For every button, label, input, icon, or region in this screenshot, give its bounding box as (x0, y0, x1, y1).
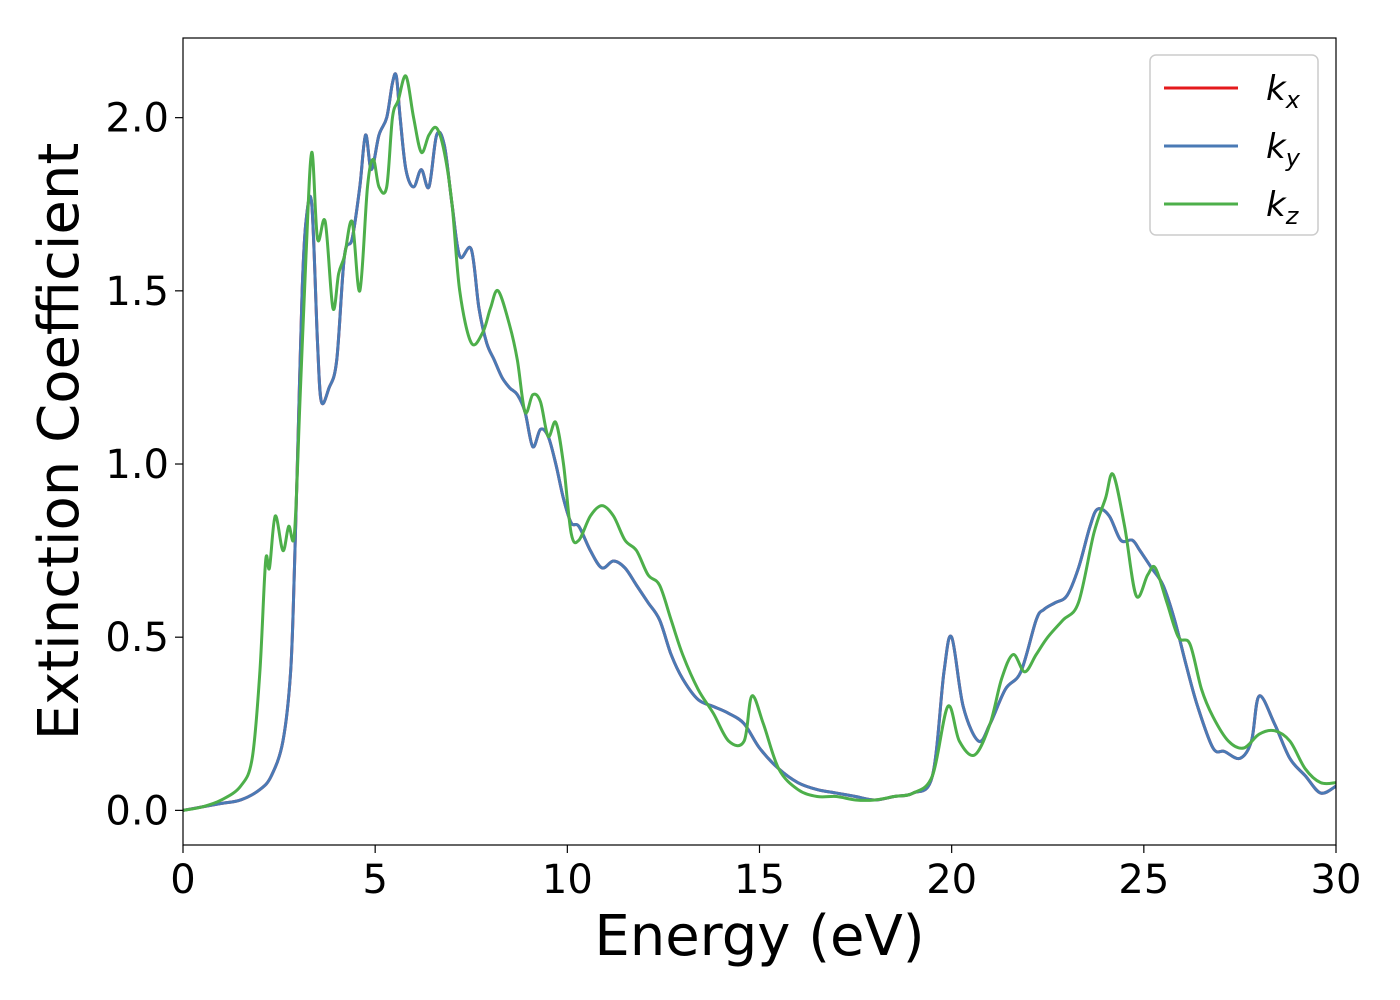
legend-label-main: k (1266, 69, 1287, 109)
legend-label-main: k (1266, 185, 1287, 225)
y-tick-label: 1.5 (105, 269, 169, 315)
series-line-z (183, 74, 1336, 812)
plot-frame (182, 37, 1337, 846)
legend-label-y: ky (1266, 127, 1301, 172)
legend-label-subscript: x (1285, 86, 1301, 114)
y-tick-label: 1.0 (105, 442, 169, 488)
legend-label-subscript: z (1285, 202, 1300, 230)
legend-label-x: kx (1266, 69, 1301, 114)
x-tick-label: 25 (1118, 857, 1169, 903)
y-tick-label: 0.0 (105, 788, 169, 834)
x-tick-label: 15 (734, 857, 785, 903)
legend-label-z: kz (1266, 185, 1300, 230)
legend-label-main: k (1266, 127, 1287, 167)
x-tick-label: 30 (1311, 857, 1362, 903)
y-axis-ticks: 0.0 0.5 1.0 1.5 2.0 (105, 96, 183, 834)
legend-label-subscript: y (1285, 144, 1301, 172)
x-tick-label: 0 (170, 857, 195, 903)
x-axis-title: Energy (eV) (594, 904, 924, 969)
x-axis-ticks: 0 5 10 15 20 25 30 (170, 845, 1361, 903)
series-line-y (183, 72, 1336, 812)
x-tick-label: 10 (542, 857, 593, 903)
y-tick-label: 2.0 (105, 96, 169, 142)
y-axis-title: Extinction Coefficient (27, 143, 92, 741)
y-tick-label: 0.5 (105, 615, 169, 661)
x-tick-label: 5 (362, 857, 387, 903)
series-lines (183, 72, 1336, 812)
x-tick-label: 20 (926, 857, 977, 903)
